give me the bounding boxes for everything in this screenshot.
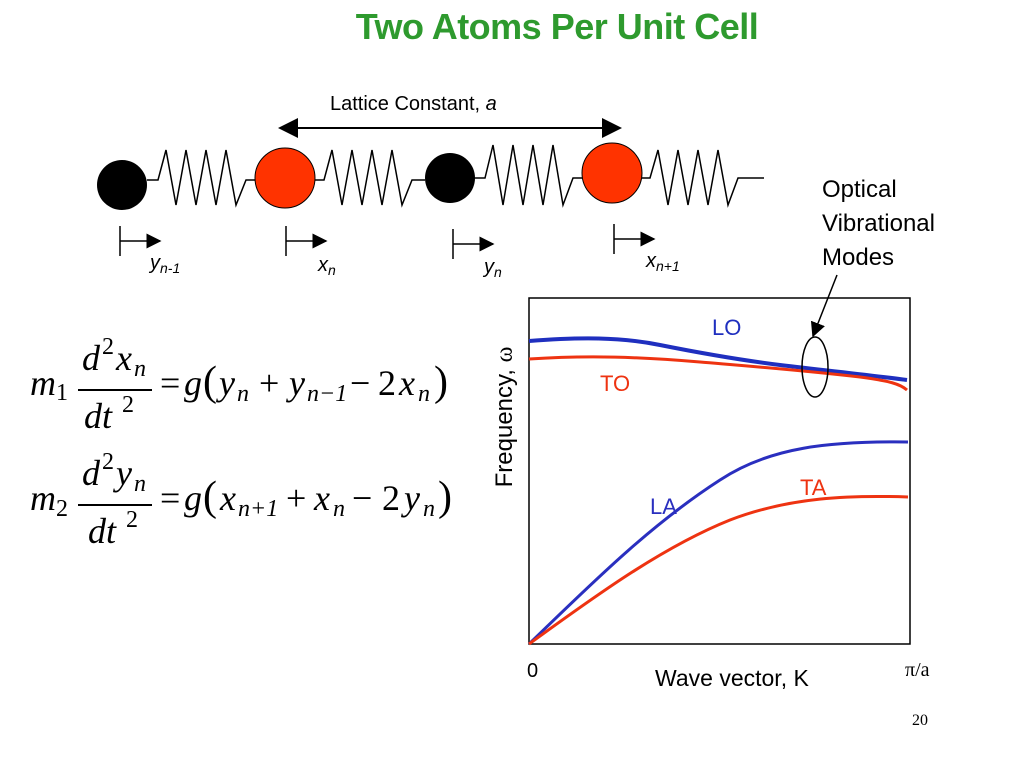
displacement-arrow — [119, 226, 162, 256]
la-label: LA — [650, 494, 677, 519]
x-axis-start-label: 0 — [527, 660, 539, 682]
la-branch — [527, 440, 909, 646]
spring — [147, 149, 258, 208]
plot-frame — [528, 297, 911, 645]
displacement-arrow — [452, 229, 495, 259]
ta-branch — [528, 494, 909, 646]
page-number: 20 — [912, 712, 928, 729]
to-branch — [528, 355, 908, 392]
x-axis-label: Wave vector, K — [655, 665, 809, 691]
lo-label: LO — [712, 315, 742, 340]
optical-modes-callout: Optical Vibrational Modes — [822, 176, 935, 271]
slide-title: Two Atoms Per Unit Cell — [355, 6, 759, 47]
callout-arrow — [810, 274, 838, 338]
displacement-label-y-n-minus-1: yn-1 — [150, 252, 181, 276]
spring — [313, 149, 425, 208]
lattice-constant-label: Lattice Constant, a — [330, 93, 497, 115]
y-axis-label: Frequency, ω — [491, 346, 518, 488]
heavy-atom — [254, 147, 316, 209]
heavy-atom — [581, 142, 643, 204]
displacement-arrow — [613, 224, 656, 254]
spring — [640, 149, 764, 208]
light-atom — [97, 160, 147, 210]
lo-branch — [528, 336, 908, 382]
displacement-arrow — [285, 226, 328, 256]
spring — [474, 144, 585, 208]
displacement-label-x-n: xn — [318, 254, 336, 278]
atom-chain-diagram — [97, 118, 764, 259]
displacement-label-x-n-plus-1: xn+1 — [646, 250, 680, 274]
ta-label: TA — [800, 475, 827, 500]
light-atom — [425, 153, 475, 203]
displacement-label-y-n: yn — [484, 256, 502, 280]
to-label: TO — [600, 371, 631, 396]
x-axis-end-label: π/a — [905, 659, 930, 681]
